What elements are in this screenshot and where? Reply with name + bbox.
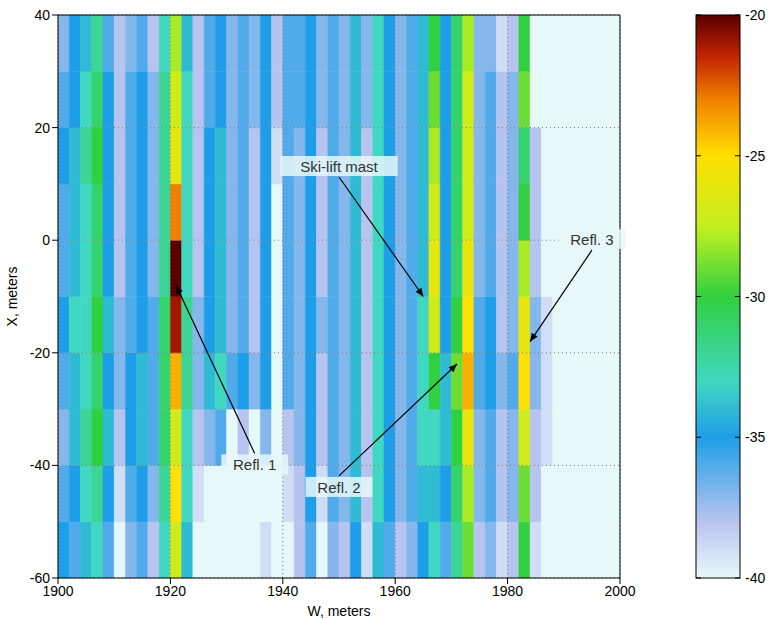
svg-text:1900: 1900 xyxy=(42,582,74,599)
svg-text:40: 40 xyxy=(34,7,50,23)
svg-text:Refl. 1: Refl. 1 xyxy=(233,456,276,473)
svg-text:-20: -20 xyxy=(745,7,765,23)
svg-text:X, meters: X, meters xyxy=(4,267,20,327)
svg-text:1960: 1960 xyxy=(380,583,411,599)
svg-text:20: 20 xyxy=(34,120,50,136)
svg-text:1940: 1940 xyxy=(267,583,298,599)
svg-text:-35: -35 xyxy=(745,429,765,445)
svg-text:1920: 1920 xyxy=(155,583,186,599)
svg-text:0: 0 xyxy=(42,232,50,248)
svg-text:2000: 2000 xyxy=(604,583,635,599)
svg-text:-20: -20 xyxy=(30,345,50,361)
svg-text:-40: -40 xyxy=(30,457,50,473)
svg-text:Refl. 3: Refl. 3 xyxy=(570,231,613,248)
svg-text:-40: -40 xyxy=(745,570,765,586)
svg-text:1980: 1980 xyxy=(492,583,523,599)
svg-text:-25: -25 xyxy=(745,148,765,164)
svg-text:-30: -30 xyxy=(745,289,765,305)
svg-text:W, meters: W, meters xyxy=(307,603,370,619)
svg-text:Ski-lift mast: Ski-lift mast xyxy=(300,158,378,175)
svg-text:-60: -60 xyxy=(30,570,50,586)
svg-text:Refl. 2: Refl. 2 xyxy=(317,479,360,496)
